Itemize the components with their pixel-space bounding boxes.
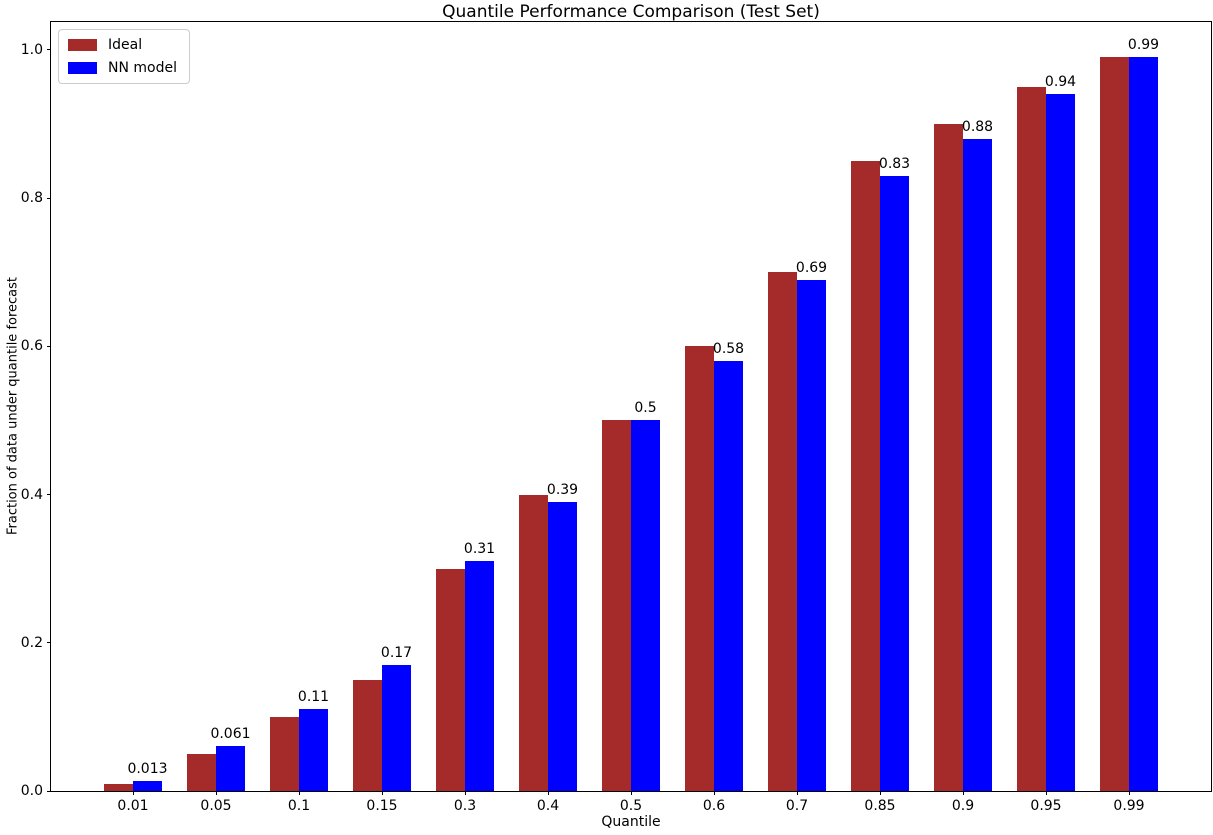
bar-value-label: 0.88 xyxy=(961,118,994,135)
bar-ideal-0.7 xyxy=(768,272,797,791)
x-tick-label: 0.9 xyxy=(951,798,975,814)
x-axis-tick xyxy=(880,791,881,795)
y-tick-label: 0.2 xyxy=(20,634,43,651)
bar-ideal-0.3 xyxy=(436,568,465,791)
legend-swatch-nn-model xyxy=(68,62,97,74)
y-tick-label: 0.0 xyxy=(20,783,43,799)
x-tick-label: 0.5 xyxy=(619,798,643,814)
x-axis-tick xyxy=(548,791,549,795)
x-tick-label: 0.3 xyxy=(453,798,477,814)
x-tick-label: 0.7 xyxy=(785,798,809,814)
y-axis-tick xyxy=(47,494,51,496)
legend-entry-nn-model: NN model xyxy=(68,60,177,76)
chart-title: Quantile Performance Comparison (Test Se… xyxy=(442,2,820,22)
legend-entry-ideal: Ideal xyxy=(68,37,177,53)
x-axis-tick xyxy=(1129,791,1130,795)
bar-ideal-0.4 xyxy=(519,494,548,791)
y-tick-label: 1.0 xyxy=(20,41,43,58)
bar-nn-model-0.95 xyxy=(1046,94,1075,791)
bar-nn-model-0.85 xyxy=(880,175,909,791)
bar-ideal-0.01 xyxy=(104,783,133,791)
x-tick-label: 0.4 xyxy=(536,798,560,814)
x-tick-label: 0.99 xyxy=(1113,798,1145,814)
bar-value-label: 0.5 xyxy=(634,400,657,417)
x-axis-tick xyxy=(631,791,632,795)
bar-ideal-0.15 xyxy=(353,679,382,791)
x-axis-tick xyxy=(963,791,964,795)
bar-nn-model-0.7 xyxy=(797,279,826,791)
bar-nn-model-0.15 xyxy=(382,665,411,791)
x-axis-tick xyxy=(382,791,383,795)
legend: Ideal NN model xyxy=(58,29,190,84)
legend-label: NN model xyxy=(108,60,177,76)
x-axis-tick xyxy=(1046,791,1047,795)
bar-nn-model-0.3 xyxy=(465,561,494,791)
legend-label: Ideal xyxy=(108,37,143,53)
x-tick-label: 0.01 xyxy=(117,798,149,814)
bar-ideal-0.99 xyxy=(1100,57,1129,791)
bar-nn-model-0.99 xyxy=(1129,57,1158,791)
y-tick-label: 0.6 xyxy=(20,338,43,355)
bar-ideal-0.05 xyxy=(187,753,216,791)
bar-nn-model-0.01 xyxy=(133,781,162,791)
bar-ideal-0.95 xyxy=(1017,87,1046,791)
bar-ideal-0.9 xyxy=(934,124,963,791)
y-tick-label: 0.8 xyxy=(20,190,43,207)
x-axis-tick xyxy=(714,791,715,795)
y-axis-tick xyxy=(47,197,51,199)
x-tick-label: 0.05 xyxy=(200,798,232,814)
bar-value-label: 0.31 xyxy=(463,541,496,558)
x-tick-label: 0.15 xyxy=(366,798,398,814)
bar-value-label: 0.39 xyxy=(546,482,579,498)
bar-ideal-0.85 xyxy=(851,161,880,791)
x-tick-label: 0.95 xyxy=(1030,798,1062,814)
bar-nn-model-0.4 xyxy=(548,502,577,791)
bar-value-label: 0.061 xyxy=(210,725,251,742)
y-axis-tick xyxy=(47,345,51,347)
bar-nn-model-0.1 xyxy=(299,709,328,791)
bar-nn-model-0.9 xyxy=(963,138,992,791)
x-axis-tick xyxy=(216,791,217,795)
x-tick-label: 0.6 xyxy=(702,798,726,814)
bar-value-label: 0.69 xyxy=(795,259,828,276)
bar-value-label: 0.17 xyxy=(380,645,413,662)
bar-value-label: 0.83 xyxy=(878,155,911,172)
y-tick-label: 0.4 xyxy=(20,486,43,503)
x-axis-label: Quantile xyxy=(601,814,661,830)
plot-area: 0.0 0.2 0.4 0.6 0.8 1.0 0.01 0.013 0.05 0.061 0.1 0… xyxy=(21,21,1212,814)
x-axis-tick xyxy=(133,791,134,795)
bar-nn-model-0.6 xyxy=(714,361,743,791)
y-axis-tick xyxy=(47,49,51,51)
y-axis-tick xyxy=(47,790,51,792)
bar-value-label: 0.58 xyxy=(712,341,745,358)
x-axis-tick xyxy=(465,791,466,795)
y-axis-tick xyxy=(47,642,51,644)
x-axis-tick xyxy=(299,791,300,795)
bar-value-label: 0.99 xyxy=(1127,37,1160,54)
bar-nn-model-0.05 xyxy=(216,745,245,791)
bar-value-label: 0.013 xyxy=(127,761,168,778)
bar-value-label: 0.94 xyxy=(1044,74,1077,91)
bar-ideal-0.5 xyxy=(602,420,631,791)
y-axis-label: Fraction of data under quantile forecast xyxy=(5,276,21,536)
x-tick-label: 0.1 xyxy=(287,798,311,814)
x-axis-tick xyxy=(797,791,798,795)
legend-swatch-ideal xyxy=(68,39,97,51)
bar-ideal-0.1 xyxy=(270,716,299,791)
x-tick-label: 0.85 xyxy=(864,798,896,814)
bar-ideal-0.6 xyxy=(685,346,714,791)
bar-nn-model-0.5 xyxy=(631,420,660,791)
bar-value-label: 0.11 xyxy=(297,689,330,706)
